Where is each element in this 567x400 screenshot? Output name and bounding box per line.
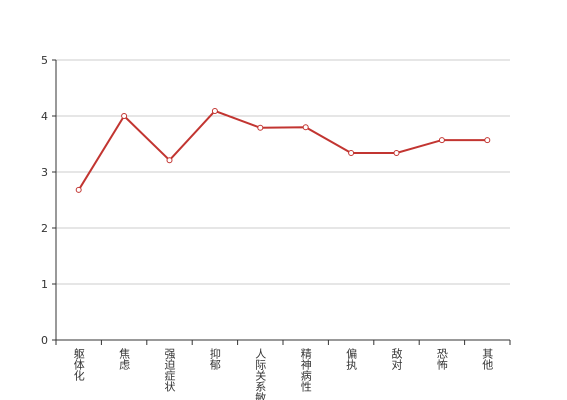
y-tick-label: 5 — [41, 54, 48, 67]
y-tick-label: 3 — [41, 166, 48, 179]
x-tick-label: 偏执 — [345, 347, 358, 371]
point — [302, 124, 309, 131]
x-tick-label: 精神病性 — [299, 348, 312, 393]
x-tick-label: 躯体化 — [72, 348, 85, 382]
y-tick-label: 1 — [41, 278, 48, 291]
x-tick-label: 其他 — [481, 348, 494, 370]
point — [438, 137, 445, 144]
point — [348, 149, 355, 156]
point — [75, 186, 82, 193]
y-tick-label: 4 — [41, 110, 48, 123]
y-tick-label: 2 — [41, 222, 48, 235]
point — [211, 107, 218, 114]
point — [166, 157, 173, 164]
x-tick-label: 强迫症状 — [163, 348, 176, 392]
point — [121, 113, 128, 119]
x-tick-label: 人际关系敏感 — [254, 348, 267, 400]
x-tick-label: 抑郁 — [208, 347, 221, 370]
point — [257, 124, 264, 131]
x-tick-label: 敌对 — [390, 347, 403, 370]
x-tick-label: 恐怖 — [435, 348, 448, 370]
point — [484, 137, 491, 144]
x-tick-label: 焦虑 — [118, 348, 131, 370]
line — [77, 109, 488, 191]
point — [393, 149, 400, 156]
y-tick-label: 0 — [41, 334, 48, 347]
